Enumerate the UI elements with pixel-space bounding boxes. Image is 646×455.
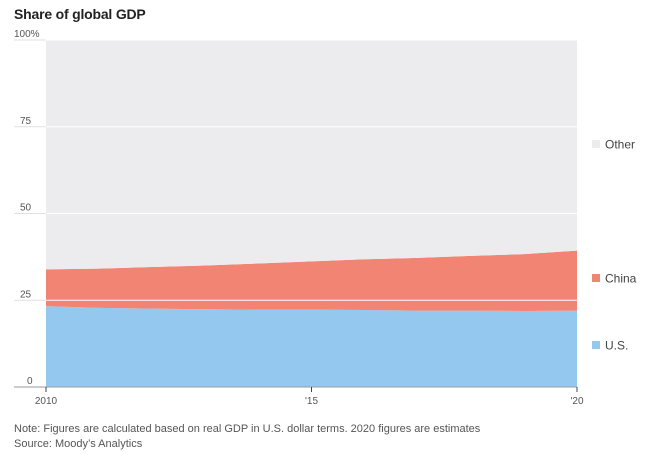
legend-swatch-china xyxy=(592,274,600,282)
area-u-s xyxy=(46,306,577,387)
chart-note: Note: Figures are calculated based on re… xyxy=(14,423,481,435)
y-tick-label: 50 xyxy=(20,203,32,214)
x-tick-label: '20 xyxy=(570,396,583,407)
legend-label-other: Other xyxy=(605,138,635,152)
x-axis-ticks: 2010 '15 '20 xyxy=(35,387,584,407)
legend-swatch-other xyxy=(592,140,600,148)
legend: U.S. China Other xyxy=(592,138,637,353)
x-tick-label: '15 xyxy=(305,396,318,407)
chart-source: Source: Moody’s Analytics xyxy=(14,438,143,450)
stacked-area-chart: 0 25 50 75 100% 2010 '15 '20 U.S. China Other xyxy=(14,29,637,407)
y-tick-label: 75 xyxy=(20,116,32,127)
legend-swatch-u-s xyxy=(592,341,600,349)
area-china xyxy=(46,250,577,312)
legend-label-china: China xyxy=(605,272,637,286)
gridlines xyxy=(14,39,583,388)
plot-area xyxy=(46,40,577,387)
legend-label-u-s: U.S. xyxy=(605,339,628,353)
chart-title: Share of global GDP xyxy=(14,6,146,22)
area-other xyxy=(46,40,577,270)
y-axis-ticks: 0 25 50 75 100% xyxy=(14,29,40,387)
x-tick-label: 2010 xyxy=(35,396,58,407)
y-tick-label: 0 xyxy=(27,376,33,387)
y-tick-label: 100% xyxy=(14,29,40,40)
y-tick-label: 25 xyxy=(20,289,32,300)
